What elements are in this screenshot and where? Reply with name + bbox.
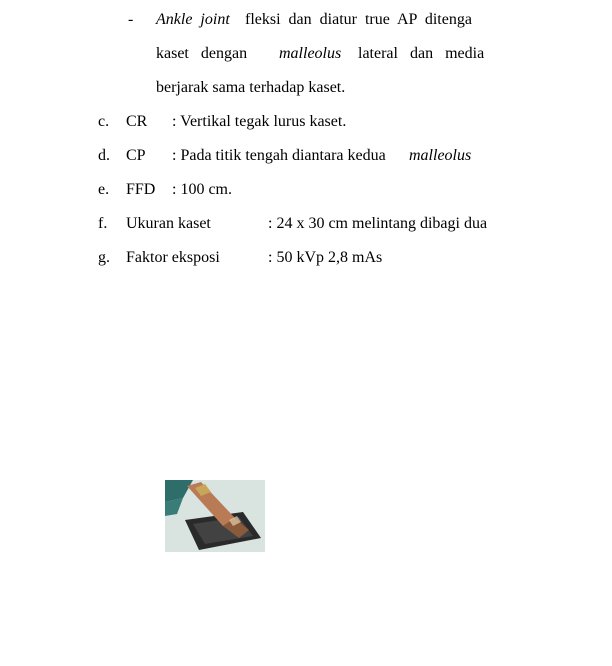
embedded-photo — [165, 480, 265, 552]
value-ffd: : 100 cm. — [172, 181, 232, 199]
label-ffd: FFD — [126, 181, 155, 199]
list-marker-c: c. — [98, 113, 109, 131]
text-line1b: fleksi dan diatur true AP ditenga — [237, 11, 472, 29]
text-malleolus-2: malleolus — [409, 147, 471, 165]
text-malleolus-1: malleolus — [279, 45, 341, 63]
text-ankle-joint: Ankle joint — [156, 11, 230, 29]
value-ukuran-kaset: : 24 x 30 cm melintang dibagi dua — [268, 215, 487, 233]
label-cp: CP — [126, 147, 146, 165]
list-marker-f: f. — [98, 215, 107, 233]
text-line2c: lateral dan media — [346, 45, 484, 63]
label-faktor-eksposi: Faktor eksposi — [126, 249, 220, 267]
list-marker-g: g. — [98, 249, 110, 267]
document-page: - Ankle joint fleksi dan diatur true AP … — [0, 0, 612, 666]
bullet-dash: - — [128, 11, 133, 29]
text-line3: berjarak sama terhadap kaset. — [156, 79, 345, 97]
list-marker-d: d. — [98, 147, 110, 165]
value-cr: : Vertikal tegak lurus kaset. — [172, 113, 346, 131]
label-ukuran-kaset: Ukuran kaset — [126, 215, 211, 233]
value-faktor-eksposi: : 50 kVp 2,8 mAs — [268, 249, 382, 267]
photo-svg — [165, 480, 265, 552]
text-line2a: kaset dengan — [156, 45, 259, 63]
list-marker-e: e. — [98, 181, 109, 199]
label-cr: CR — [126, 113, 147, 131]
value-cp-a: : Pada titik tengah diantara kedua — [172, 147, 390, 165]
